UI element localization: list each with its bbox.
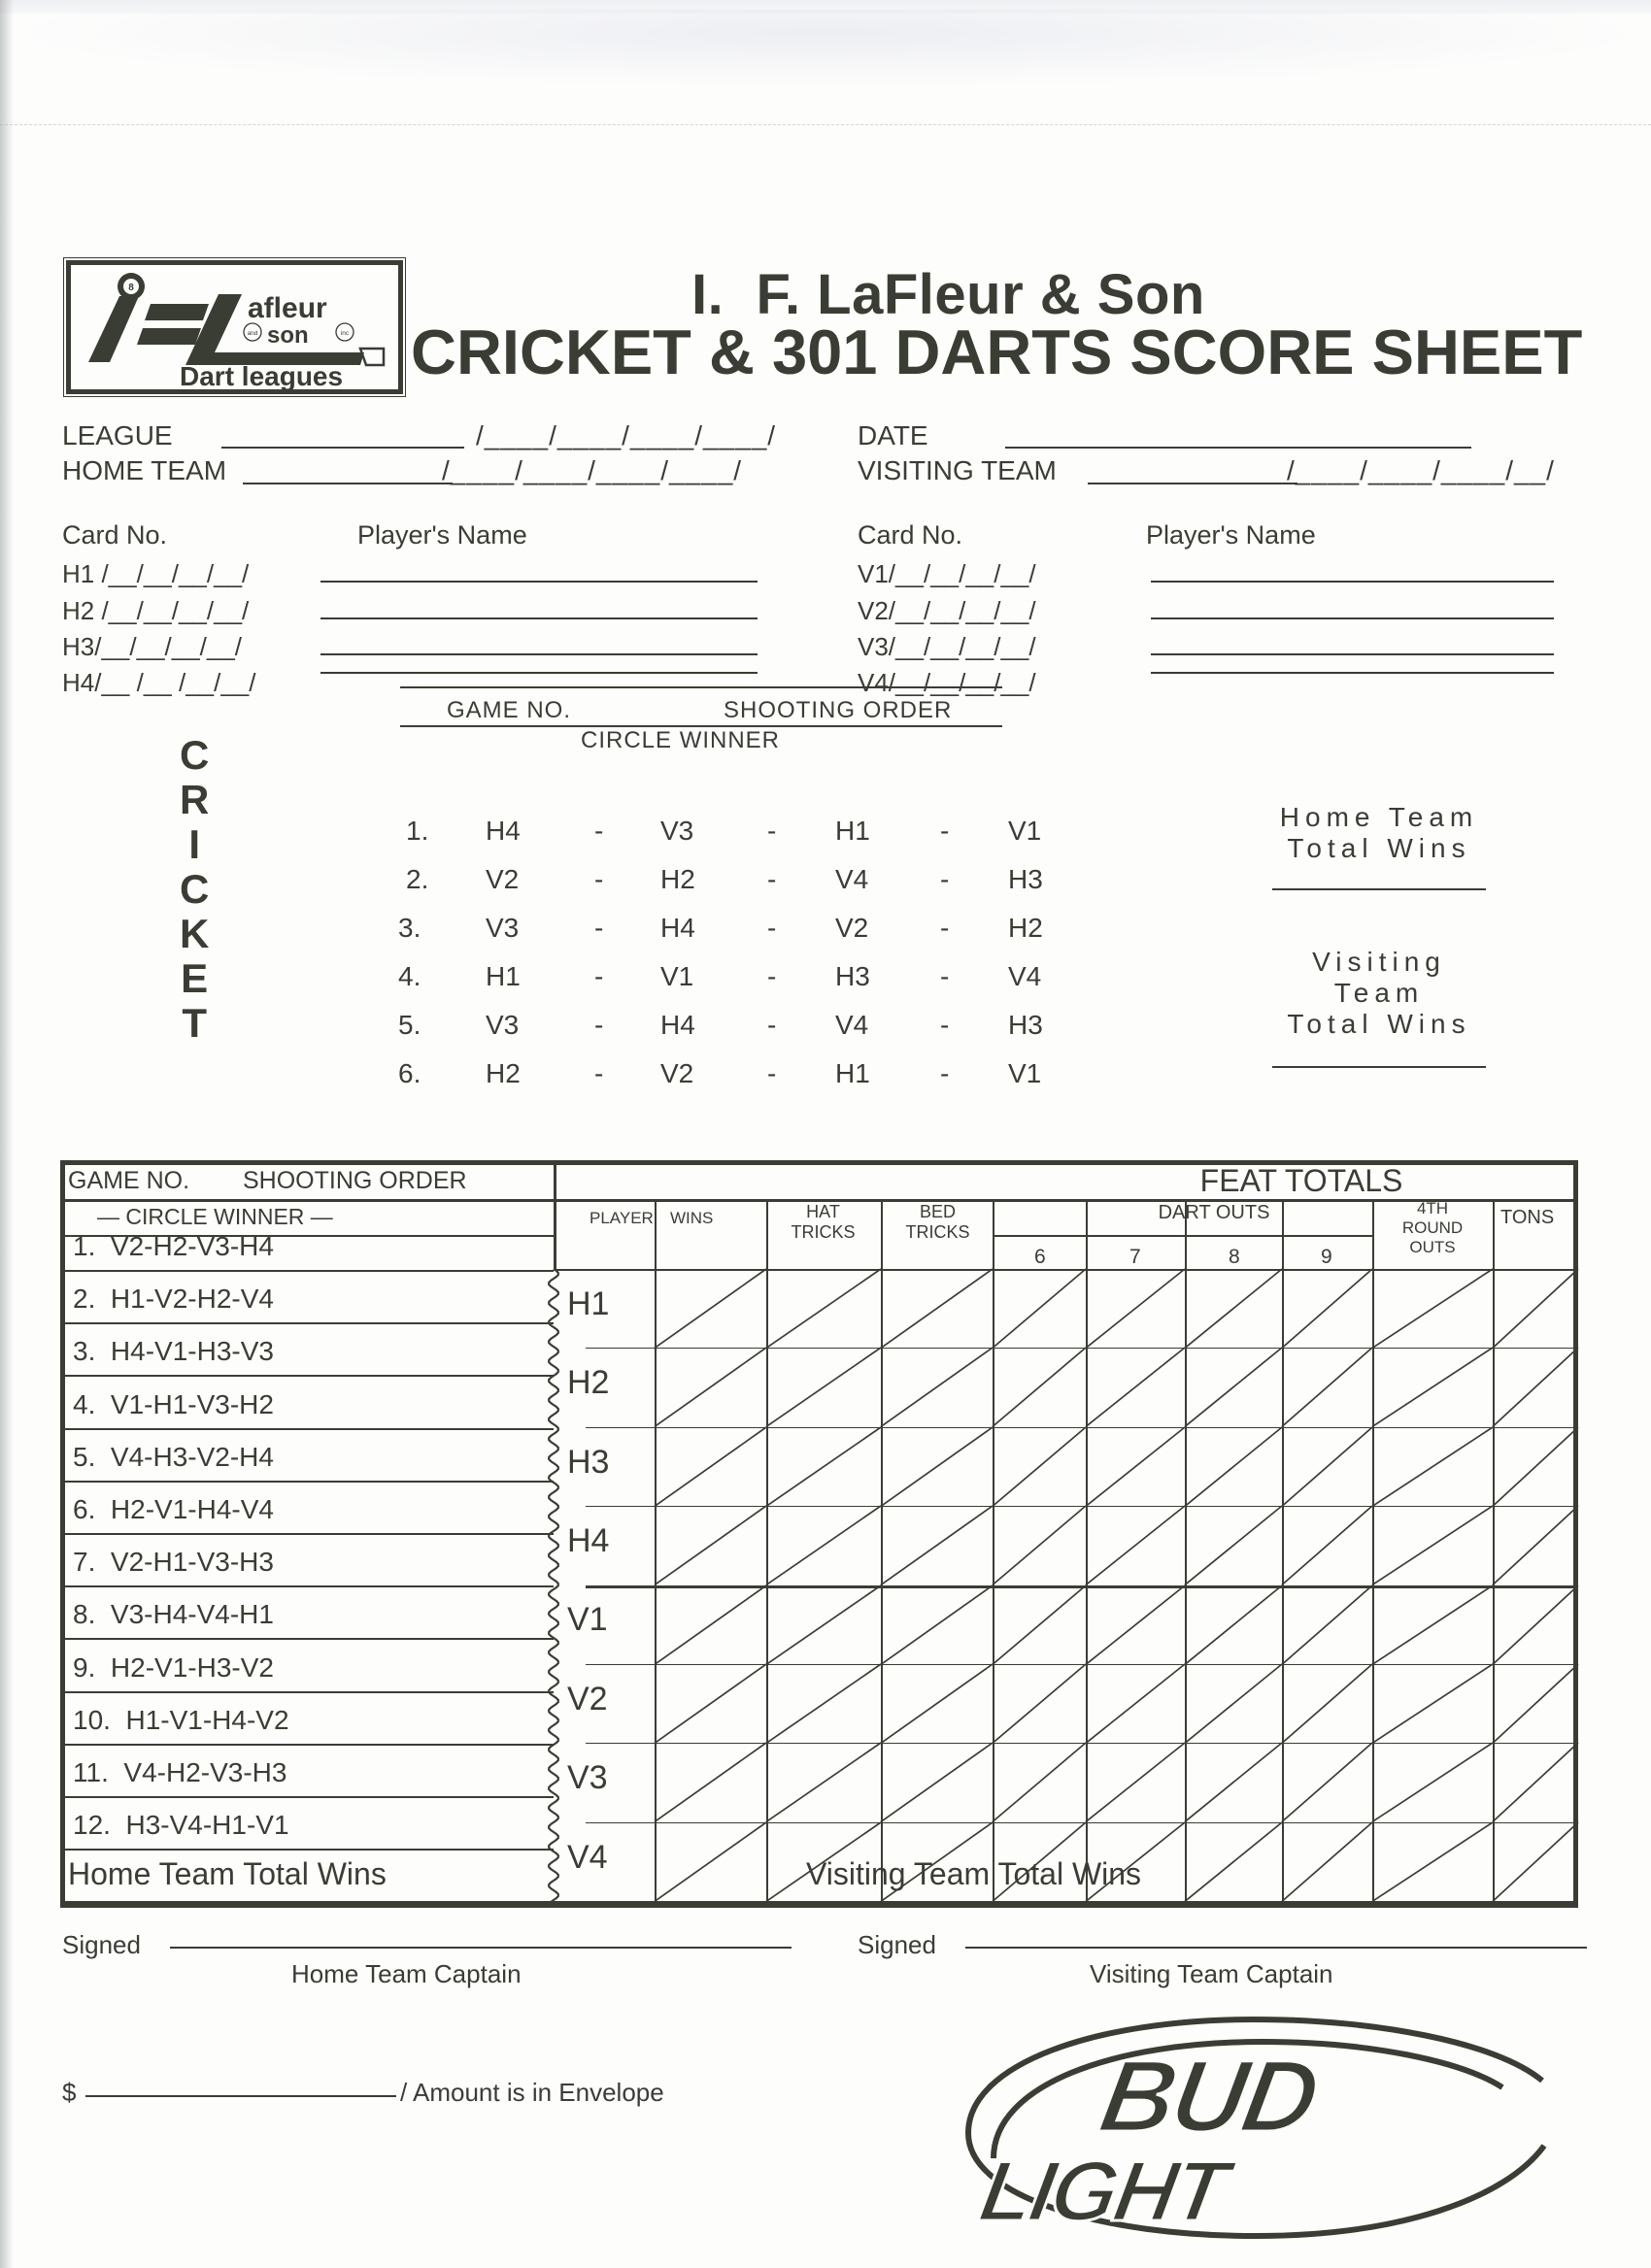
svg-text:LIGHT: LIGHT: [973, 2144, 1241, 2239]
svg-text:BUD: BUD: [1093, 2040, 1326, 2153]
